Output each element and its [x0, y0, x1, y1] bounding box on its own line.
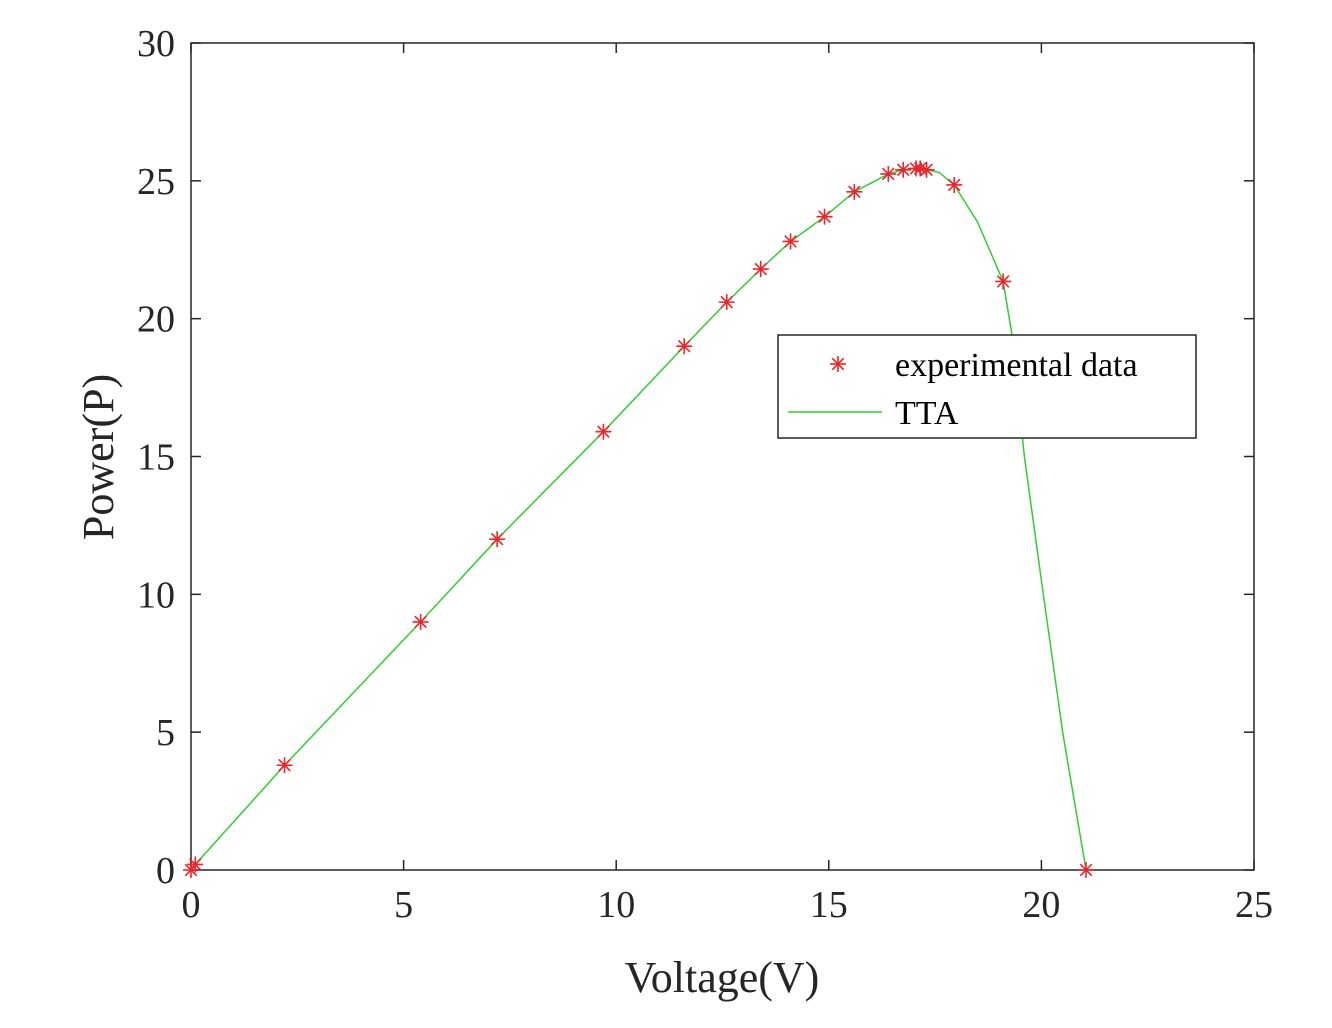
experimental-data-point — [276, 757, 293, 774]
y-tick-label: 25 — [137, 161, 175, 203]
experimental-data-point — [846, 183, 863, 200]
x-tick-label: 20 — [1022, 884, 1060, 926]
experimental-data-point — [718, 294, 735, 311]
experimental-data-point — [412, 613, 429, 630]
y-tick-label: 20 — [137, 299, 175, 341]
x-tick-label: 10 — [597, 884, 635, 926]
experimental-data-point — [187, 856, 204, 873]
experimental-data-point — [946, 176, 963, 193]
y-axis-title: Power(P) — [74, 374, 123, 540]
y-tick-label: 15 — [137, 437, 175, 479]
plot-area — [190, 42, 1255, 871]
legend-experimental-marker — [830, 356, 846, 372]
experimental-data-point — [995, 273, 1012, 290]
experimental-data-point — [752, 261, 769, 278]
legend-box — [777, 334, 1197, 439]
x-tick-label: 5 — [394, 884, 413, 926]
legend-tta-label: TTA — [895, 395, 959, 432]
series-layer — [183, 160, 1095, 878]
y-tick-label: 5 — [156, 712, 175, 754]
experimental-data-point — [782, 233, 799, 250]
experimental-data-point — [676, 338, 693, 355]
legend-asterisk-icon — [830, 356, 846, 372]
experimental-data-point — [1078, 862, 1095, 878]
experimental-data-point — [880, 165, 897, 182]
experimental-data-point — [595, 423, 612, 440]
experimental-data-point — [918, 161, 935, 178]
tta-series-line — [190, 167, 1087, 871]
legend-experimental-label: experimental data — [895, 347, 1138, 384]
y-tick-label: 10 — [137, 574, 175, 616]
x-axis-title: Voltage(V) — [625, 953, 820, 1002]
x-tick-label: 0 — [182, 884, 201, 926]
axis-ticks: 0 5 10 15 20 25 0 5 10 15 20 25 30 — [137, 23, 1273, 926]
x-tick-label: 15 — [810, 884, 848, 926]
experimental-data-point — [489, 531, 506, 548]
experimental-data-point — [895, 161, 912, 178]
legend: experimental data TTA — [777, 334, 1197, 439]
y-tick-label: 30 — [137, 23, 175, 65]
x-tick-label: 25 — [1235, 884, 1273, 926]
experimental-data-point — [816, 208, 833, 225]
y-tick-label: 0 — [156, 850, 175, 892]
